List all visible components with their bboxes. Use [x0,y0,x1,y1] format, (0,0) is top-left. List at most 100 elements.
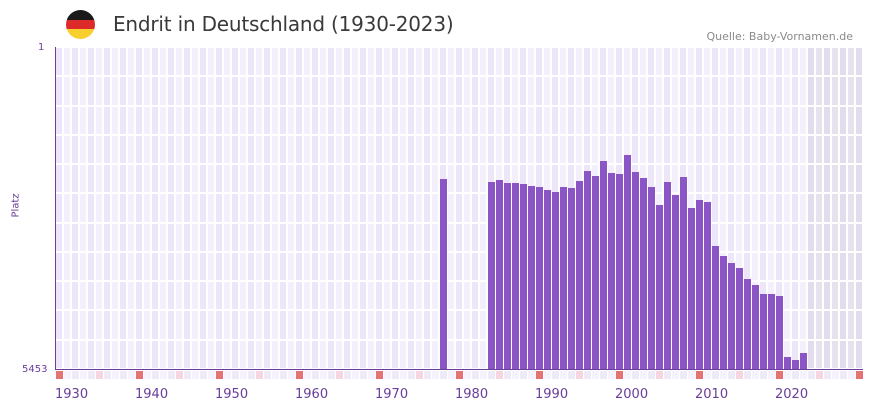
year-marker [200,371,207,379]
year-marker [80,371,87,379]
y-tick-bottom: 5453 [22,364,48,375]
year-marker [376,371,383,379]
bar-1990[interactable] [536,186,543,369]
year-marker [624,371,631,379]
year-marker [728,371,735,379]
year-marker [768,371,775,379]
bar-2001[interactable] [624,154,631,369]
year-marker [160,371,167,379]
year-marker [576,371,583,379]
year-marker [192,371,199,379]
bar-2022[interactable] [792,359,799,369]
x-axis-line [55,369,863,370]
year-marker [752,371,759,379]
year-marker [704,371,711,379]
year-marker [760,371,767,379]
year-marker [536,371,543,379]
bar-2004[interactable] [648,186,655,369]
year-marker [408,371,415,379]
x-tick-label: 2010 [695,387,729,402]
year-marker [312,371,319,379]
year-marker [480,371,487,379]
bar-2021[interactable] [784,357,791,369]
x-tick-label: 2000 [615,387,649,402]
bar-2019[interactable] [768,293,775,369]
bar-1994[interactable] [568,187,575,369]
bar-1988[interactable] [520,183,527,369]
bar-2018[interactable] [760,293,767,369]
bar-2014[interactable] [728,262,735,369]
year-marker [824,371,831,379]
bar-1986[interactable] [504,182,511,369]
bar-2012[interactable] [712,245,719,369]
bar-2000[interactable] [616,173,623,369]
year-marker [640,371,647,379]
year-marker [696,371,703,379]
bar-2013[interactable] [720,255,727,369]
bar-1978[interactable] [440,178,447,369]
bar-1998[interactable] [600,160,607,369]
year-marker [784,371,791,379]
bar-2009[interactable] [688,207,695,369]
year-marker [808,371,815,379]
bar-2020[interactable] [776,295,783,369]
bar-2002[interactable] [632,171,639,369]
bar-2016[interactable] [744,278,751,369]
year-marker [632,371,639,379]
bar-2005[interactable] [656,204,663,369]
bar-1984[interactable] [488,181,495,369]
bar-1991[interactable] [544,189,551,369]
x-tick-label: 1990 [535,387,569,402]
year-marker [328,371,335,379]
year-marker [368,371,375,379]
year-marker [400,371,407,379]
year-marker [552,371,559,379]
year-marker [744,371,751,379]
year-marker [496,371,503,379]
y-axis-title: Platz [10,193,22,218]
year-marker [232,371,239,379]
year-marker [64,371,71,379]
bar-1996[interactable] [584,170,591,369]
year-marker [472,371,479,379]
bar-2008[interactable] [680,176,687,369]
year-marker [432,371,439,379]
bar-2011[interactable] [704,201,711,369]
bar-1997[interactable] [592,175,599,369]
bar-2023[interactable] [800,353,807,369]
bar-1993[interactable] [560,186,567,369]
year-marker [216,371,223,379]
year-marker [832,371,839,379]
source-credit: Quelle: Baby-Vornamen.de [706,30,853,43]
x-tick-label: 1940 [135,387,169,402]
bar-1987[interactable] [512,182,519,369]
year-marker [424,371,431,379]
bar-2006[interactable] [664,181,671,369]
bar-2017[interactable] [752,284,759,369]
x-tick-label: 1970 [375,387,409,402]
year-marker [856,371,863,379]
bar-1999[interactable] [608,172,615,369]
year-marker [656,371,663,379]
bar-2015[interactable] [736,267,743,369]
bar-2007[interactable] [672,194,679,369]
year-marker [152,371,159,379]
year-marker [512,371,519,379]
year-marker [288,371,295,379]
bar-2010[interactable] [696,199,703,369]
bar-1995[interactable] [576,180,583,369]
year-marker [120,371,127,379]
year-marker [816,371,823,379]
bar-2003[interactable] [640,177,647,369]
chart-title: Endrit in Deutschland (1930-2023) [113,12,454,36]
year-marker [720,371,727,379]
bar-1992[interactable] [552,191,559,369]
year-marker [208,371,215,379]
year-marker [176,371,183,379]
bar-1989[interactable] [528,185,535,369]
year-marker [544,371,551,379]
bar-1985[interactable] [496,179,503,369]
x-tick-label: 1980 [455,387,489,402]
year-marker [88,371,95,379]
x-tick-label: 1930 [55,387,89,402]
